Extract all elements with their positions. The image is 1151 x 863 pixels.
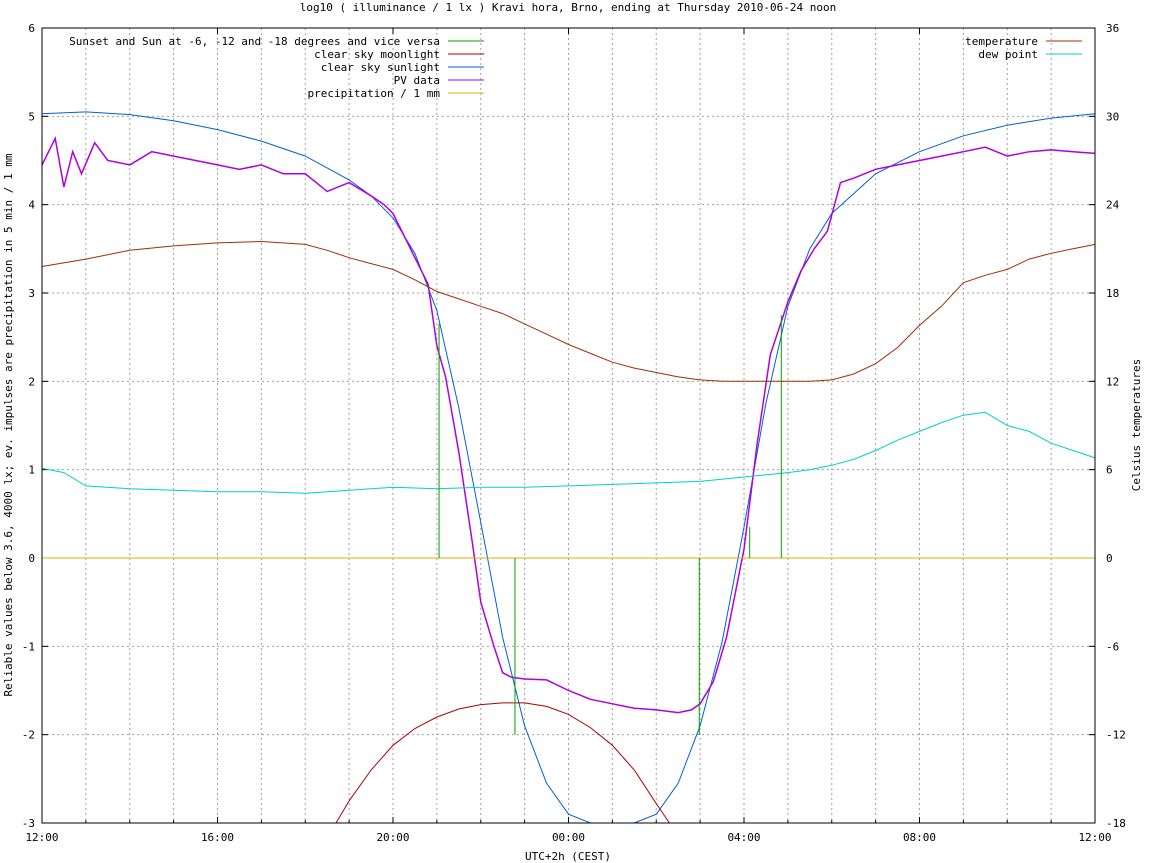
x-axis-label: UTC+2h (CEST) xyxy=(525,850,611,863)
y2-tick-label: -18 xyxy=(1106,817,1126,830)
x-tick-label: 04:00 xyxy=(727,831,760,844)
y-tick-label: 1 xyxy=(28,464,35,477)
series-line-temperature xyxy=(41,240,1096,382)
plot-frame xyxy=(41,27,1096,824)
y-tick-label: -3 xyxy=(22,817,35,830)
chart-title: log10 ( illuminance / 1 lx ) Kravi hora,… xyxy=(300,1,836,14)
y2-tick-label: 18 xyxy=(1106,287,1119,300)
y-tick-label: 4 xyxy=(28,199,35,212)
y2-tick-label: 0 xyxy=(1106,552,1113,565)
x-tick-label: 12:00 xyxy=(25,831,58,844)
y-tick-label: -2 xyxy=(22,729,35,742)
y-axis-label: Reliable values below 3.6, 4000 lx; ev. … xyxy=(2,153,15,696)
series-line-clear-sky-moonlight xyxy=(335,702,670,824)
ticks-layer: 12:00 16:00 20:00 00:00 04:00 08:00 12:00-3-2-… xyxy=(22,22,1126,844)
y2-tick-label: 30 xyxy=(1106,110,1119,123)
legend: Sunset and Sun at -6, -12 and -18 degree… xyxy=(69,35,1082,100)
series-line-dew-point xyxy=(41,411,1096,494)
y-tick-label: 2 xyxy=(28,375,35,388)
y2-tick-label: -6 xyxy=(1106,640,1119,653)
legend-label: PV data xyxy=(394,74,440,87)
x-tick-label: 16:00 xyxy=(201,831,234,844)
legend-label: precipitation / 1 mm xyxy=(308,87,441,100)
grid-layer xyxy=(42,28,1095,823)
y2-tick-label: 12 xyxy=(1106,375,1119,388)
x-tick-label: 00:00 xyxy=(552,831,585,844)
y2-axis-label: Celsius temperatures xyxy=(1130,359,1143,491)
legend-label: dew point xyxy=(978,48,1038,61)
y-tick-label: 5 xyxy=(28,110,35,123)
x-tick-label: 20:00 xyxy=(376,831,409,844)
y-tick-label: 3 xyxy=(28,287,35,300)
series-line-clear-sky-sunlight xyxy=(41,111,1096,824)
series-line-pv-data xyxy=(41,136,1096,714)
legend-label: clear sky sunlight xyxy=(321,61,440,74)
x-tick-label: 08:00 xyxy=(903,831,936,844)
y2-tick-label: 6 xyxy=(1106,464,1113,477)
y2-tick-label: 36 xyxy=(1106,22,1119,35)
legend-label: Sunset and Sun at -6, -12 and -18 degree… xyxy=(69,35,440,48)
x-tick-label: 12:00 xyxy=(1078,831,1111,844)
legend-label: temperature xyxy=(965,35,1038,48)
y-tick-label: 0 xyxy=(28,552,35,565)
y-tick-label: -1 xyxy=(22,640,35,653)
y2-tick-label: -12 xyxy=(1106,729,1126,742)
y2-tick-label: 24 xyxy=(1106,199,1120,212)
legend-label: clear sky moonlight xyxy=(314,48,440,61)
series-layer xyxy=(41,111,1096,824)
y-tick-label: 6 xyxy=(28,22,35,35)
